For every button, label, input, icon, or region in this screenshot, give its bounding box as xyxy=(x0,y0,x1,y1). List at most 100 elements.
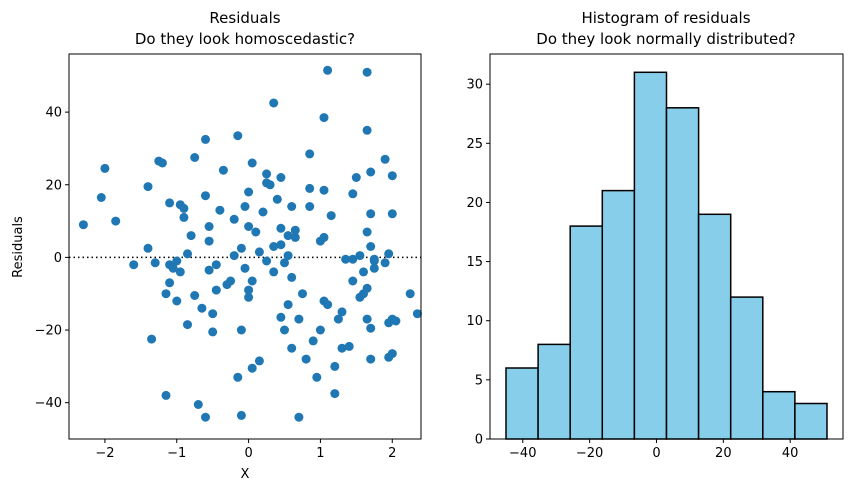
scatter-point xyxy=(201,412,210,422)
scatter-point xyxy=(100,163,110,173)
x-tick-label: −2 xyxy=(95,446,114,461)
scatter-point xyxy=(254,356,264,366)
x-tick-label: −40 xyxy=(509,446,536,461)
scatter-point xyxy=(201,134,210,144)
y-tick-label: 15 xyxy=(466,255,483,270)
scatter-point xyxy=(201,191,210,201)
scatter-point xyxy=(305,202,315,211)
x-tick-label: 40 xyxy=(782,446,799,461)
scatter-point xyxy=(193,400,203,409)
scatter-point xyxy=(269,98,279,108)
scatter-point xyxy=(269,242,279,251)
scatter-point xyxy=(366,242,376,251)
scatter-point xyxy=(183,249,192,259)
histogram-bar xyxy=(633,71,668,440)
scatter-point xyxy=(319,113,329,123)
scatter-point xyxy=(258,207,268,217)
scatter-point xyxy=(323,300,333,310)
histogram-title: Histogram of residuals xyxy=(581,9,750,27)
scatter-point xyxy=(244,222,254,231)
scatter-point xyxy=(369,263,379,273)
scatter-point xyxy=(276,173,286,182)
histogram-bar xyxy=(569,225,604,440)
x-tick-label: 0 xyxy=(652,446,660,461)
x-tick-label: 20 xyxy=(715,446,732,461)
scatter-point xyxy=(351,173,361,182)
scatter-point xyxy=(172,296,182,306)
scatter-point xyxy=(190,153,200,162)
scatter-point xyxy=(298,289,307,299)
scatter-point xyxy=(165,198,175,208)
histogram-bar xyxy=(697,213,732,440)
scatter-point xyxy=(319,185,329,195)
scatter-y-axis-label: Residuals xyxy=(11,216,26,278)
scatter-point xyxy=(326,211,336,221)
scatter-point xyxy=(341,254,351,264)
y-tick-label: 20 xyxy=(466,196,483,211)
y-tick-label: 40 xyxy=(45,106,62,121)
scatter-point xyxy=(294,412,304,422)
scatter-point xyxy=(161,390,171,400)
scatter-point xyxy=(387,349,397,359)
scatter-point xyxy=(233,372,243,382)
scatter-point xyxy=(215,205,225,215)
scatter-point xyxy=(229,214,239,224)
scatter-point xyxy=(391,316,401,326)
scatter-point xyxy=(337,343,347,353)
scatter-point xyxy=(247,276,257,286)
scatter-point xyxy=(129,260,139,270)
scatter-point xyxy=(179,212,189,222)
scatter-point xyxy=(366,323,376,333)
scatter-point xyxy=(204,265,214,275)
y-tick-label: 20 xyxy=(45,178,62,193)
histogram-y-ticks: 0 5 10 15 20 25 30 xyxy=(466,78,490,448)
scatter-title: Residuals xyxy=(209,9,280,27)
scatter-point xyxy=(362,125,372,135)
scatter-point xyxy=(197,303,207,313)
scatter-point xyxy=(269,267,279,277)
scatter-x-ticks: −2 −1 0 1 2 xyxy=(95,439,396,461)
scatter-point xyxy=(319,232,329,242)
scatter-point xyxy=(305,149,315,159)
scatter-point xyxy=(323,65,333,75)
scatter-point xyxy=(229,251,239,261)
scatter-point xyxy=(362,314,372,324)
scatter-point xyxy=(280,325,289,335)
scatter-point xyxy=(236,410,246,420)
scatter-x-axis-label: X xyxy=(241,467,250,482)
scatter-point xyxy=(240,263,250,273)
scatter-point xyxy=(172,256,182,266)
x-tick-label: −1 xyxy=(167,446,186,461)
scatter-point xyxy=(412,309,422,319)
y-tick-label: 5 xyxy=(475,373,483,388)
y-tick-label: 25 xyxy=(466,137,483,152)
scatter-point xyxy=(147,334,157,344)
scatter-point xyxy=(240,202,250,211)
scatter-point xyxy=(362,67,372,77)
scatter-point xyxy=(283,231,293,241)
scatter-point xyxy=(380,154,390,164)
scatter-point xyxy=(387,209,397,219)
scatter-point xyxy=(330,389,340,399)
scatter-point xyxy=(254,247,264,257)
scatter-point xyxy=(211,260,221,270)
scatter-point xyxy=(150,258,160,268)
scatter-point xyxy=(380,258,390,268)
scatter-point xyxy=(387,171,397,181)
scatter-point xyxy=(175,267,185,277)
scatter-point xyxy=(355,251,365,261)
histogram-bar xyxy=(794,402,828,440)
y-tick-label: 10 xyxy=(466,314,483,329)
scatter-point xyxy=(308,336,318,346)
scatter-point xyxy=(362,227,372,237)
y-tick-label: 0 xyxy=(54,251,62,266)
scatter-point xyxy=(233,131,243,141)
scatter-point xyxy=(348,189,358,199)
scatter-point xyxy=(405,289,415,299)
scatter-point xyxy=(262,256,272,266)
scatter-subtitle: Do they look homoscedastic? xyxy=(135,30,355,48)
x-tick-label: −20 xyxy=(576,446,603,461)
scatter-point xyxy=(362,283,372,293)
scatter-point xyxy=(165,278,175,288)
